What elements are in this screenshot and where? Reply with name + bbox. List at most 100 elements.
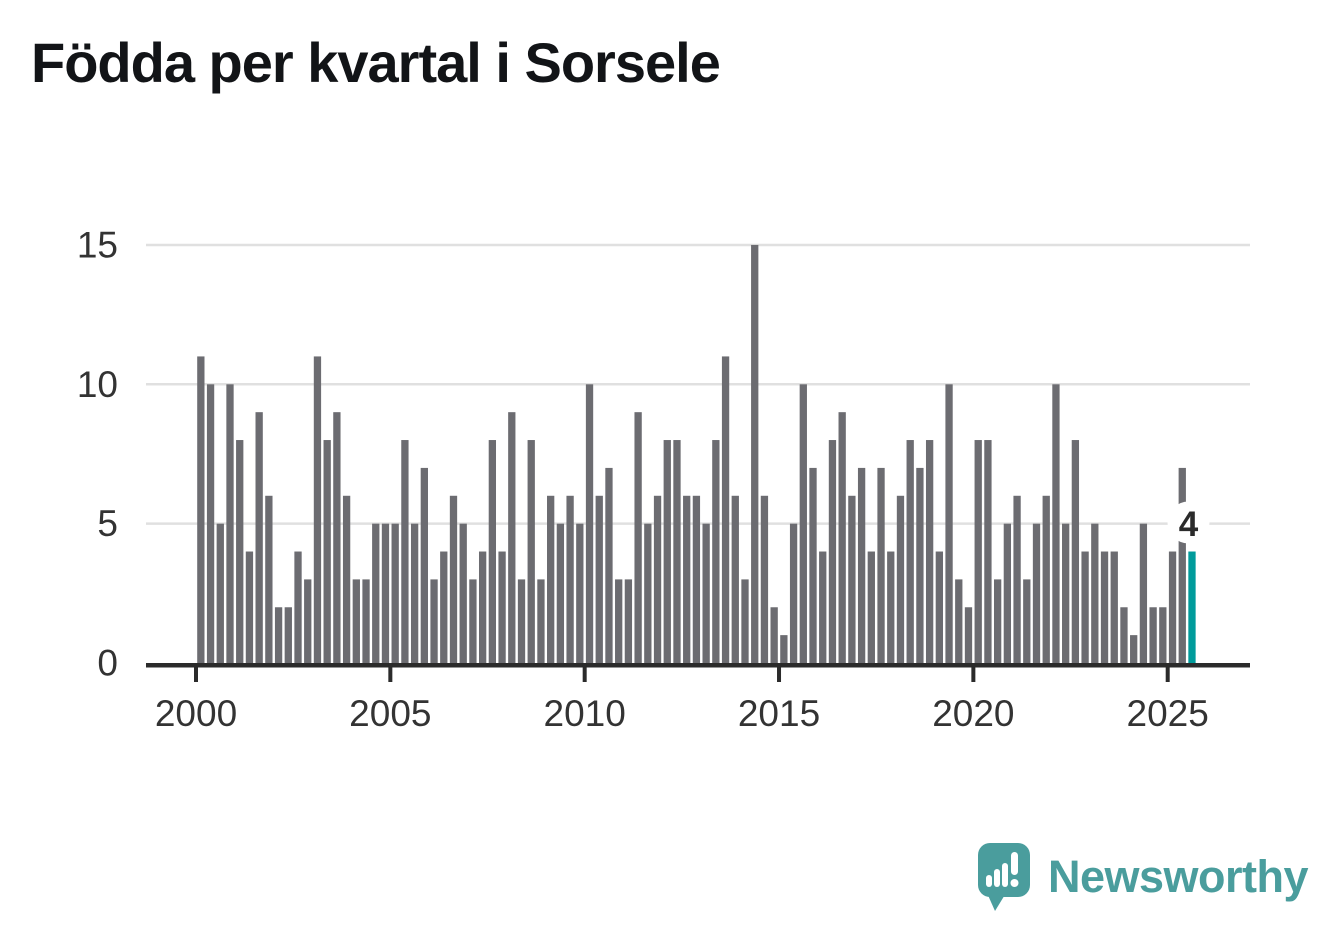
bar — [809, 467, 817, 665]
bar — [974, 440, 982, 665]
bar — [547, 495, 555, 665]
y-axis-tick-label: 5 — [97, 503, 118, 544]
bar — [556, 523, 565, 665]
bar — [1003, 523, 1012, 665]
bar — [595, 495, 603, 665]
x-axis-line — [146, 663, 1250, 668]
y-axis-tick-label: 0 — [97, 643, 118, 684]
bar — [197, 356, 205, 665]
bar — [1013, 495, 1021, 665]
bar — [517, 579, 526, 665]
bar — [857, 467, 866, 665]
bar — [410, 523, 419, 665]
bar — [1081, 551, 1089, 665]
bar — [1149, 607, 1157, 665]
y-axis-labels: 0 5 10 15 — [77, 224, 118, 683]
bar — [333, 412, 341, 665]
bar — [1110, 551, 1118, 665]
newsworthy-wordmark: Newsworthy — [1048, 851, 1309, 902]
bar — [381, 523, 390, 665]
last-value-label: 4 — [1179, 505, 1199, 544]
bar — [1130, 635, 1138, 665]
bar — [819, 551, 827, 665]
x-axis-tick-label: 2005 — [349, 693, 431, 734]
bar — [828, 440, 837, 665]
bar — [508, 412, 516, 665]
bar — [1159, 607, 1167, 665]
bar — [304, 579, 312, 665]
bar — [663, 440, 671, 665]
bar — [770, 607, 778, 665]
bar — [673, 440, 681, 665]
x-axis-tick-label: 2015 — [738, 693, 820, 734]
bar — [420, 467, 428, 665]
bar — [527, 440, 535, 665]
bar — [887, 551, 895, 665]
bar — [945, 384, 953, 665]
bar — [644, 523, 652, 665]
bar — [576, 523, 584, 665]
bar — [984, 440, 992, 665]
bar — [692, 495, 701, 665]
bar — [712, 440, 720, 665]
bar — [1100, 551, 1109, 665]
speech-bubble-bar-chart-icon — [978, 843, 1030, 911]
bar — [799, 384, 807, 665]
bar — [683, 495, 691, 665]
bar — [760, 495, 769, 665]
bar — [216, 523, 224, 665]
x-axis-tick-label: 2025 — [1127, 693, 1209, 734]
bar — [372, 523, 380, 665]
bar — [274, 607, 283, 665]
bar — [342, 495, 351, 665]
bar — [634, 412, 642, 665]
x-axis-tick-label: 2000 — [155, 693, 237, 734]
bar — [352, 579, 360, 665]
bar — [294, 551, 302, 665]
bar — [1052, 384, 1060, 665]
bar — [877, 467, 885, 665]
bar — [1062, 523, 1070, 665]
bar — [449, 495, 458, 665]
bar — [566, 495, 574, 665]
bar — [265, 495, 273, 665]
bar — [993, 579, 1002, 665]
bar — [537, 579, 545, 665]
bar — [964, 607, 973, 665]
y-axis-tick-label: 15 — [77, 224, 118, 265]
bar — [236, 440, 244, 665]
value-annotation: 4 — [1167, 501, 1210, 544]
bar — [906, 440, 914, 665]
bar — [469, 579, 477, 665]
bar — [1091, 523, 1099, 665]
bar — [653, 495, 662, 665]
bar — [255, 412, 263, 665]
newsworthy-logo[interactable]: Newsworthy — [977, 840, 1309, 914]
bar — [867, 551, 875, 665]
bar — [1042, 495, 1050, 665]
bar — [1120, 607, 1128, 665]
bar — [624, 579, 633, 665]
bar — [925, 440, 934, 665]
bar — [585, 384, 594, 665]
bar — [1168, 551, 1177, 665]
bar — [478, 551, 487, 665]
bar — [935, 551, 943, 665]
bar — [430, 579, 438, 665]
bar — [702, 523, 710, 665]
y-axis-tick-label: 10 — [77, 364, 118, 405]
bar — [401, 440, 409, 665]
chart-title: Födda per kvartal i Sorsele — [31, 31, 721, 94]
bar — [245, 551, 254, 665]
bar — [1071, 440, 1080, 665]
bar — [838, 412, 846, 665]
x-axis-tick-label: 2020 — [932, 693, 1014, 734]
bar — [721, 356, 730, 665]
bars-group — [197, 244, 1196, 665]
x-axis-tick-label: 2010 — [544, 693, 626, 734]
bar — [741, 579, 749, 665]
bar — [780, 635, 788, 665]
bar — [459, 523, 467, 665]
